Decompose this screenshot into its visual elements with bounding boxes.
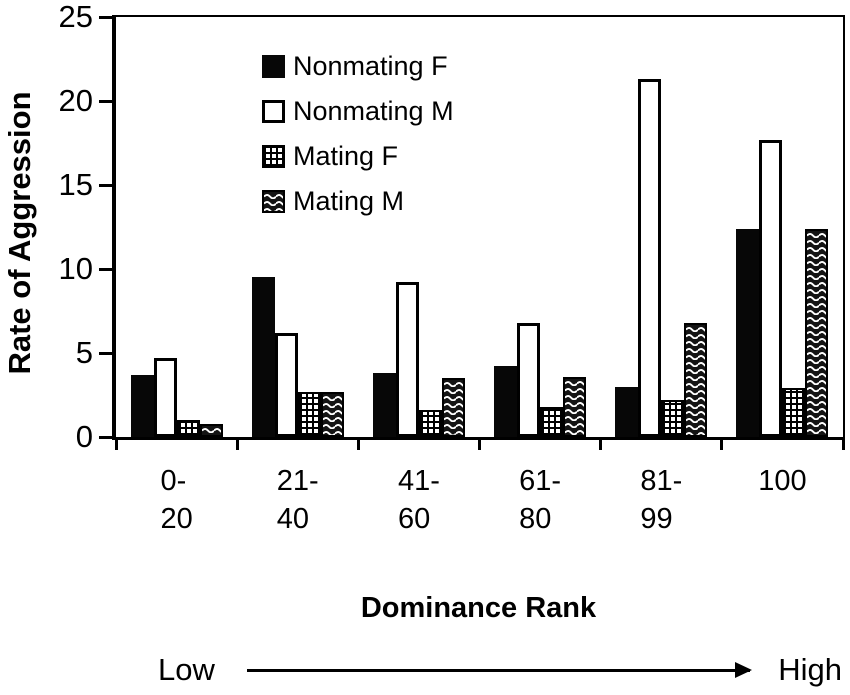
x-category-lines: 41- 60 <box>398 462 440 538</box>
legend-label: Mating F <box>293 141 399 171</box>
x-category-lines: 61- 80 <box>519 462 561 538</box>
x-tick-mark <box>235 440 239 450</box>
x-category-line: 100 <box>758 465 807 497</box>
bar-mating-m-1 <box>320 391 344 437</box>
bar-nonmating-f-4 <box>615 386 639 437</box>
x-category-label: 61- 80 <box>480 462 601 538</box>
high-label: High <box>778 652 842 687</box>
bar-nonmating-m-1 <box>274 332 298 437</box>
x-category-lines: 21- 40 <box>277 462 319 538</box>
x-axis-category-labels: 0- 20 21- 40 41- 60 61- 80 81- 99 100 <box>116 462 843 538</box>
bar-nonmating-m-5 <box>759 139 783 437</box>
bar-nonmating-f-0 <box>130 374 154 437</box>
y-tick-label: 10 <box>58 251 93 286</box>
legend-label: Nonmating M <box>293 96 454 126</box>
bar-mating-f-5 <box>782 388 806 437</box>
open-swatch-icon <box>262 100 285 123</box>
y-tick-label: 0 <box>75 419 93 454</box>
x-category-line: 0- <box>160 465 187 497</box>
x-tick-mark <box>841 440 845 450</box>
rank-direction-footer: Low High <box>158 648 842 692</box>
legend-label: Mating M <box>293 186 405 216</box>
x-tick-mark <box>114 440 118 450</box>
x-category-label: 0- 20 <box>116 462 237 538</box>
bar-nonmating-f-1 <box>251 277 275 437</box>
x-category-label: 81- 99 <box>601 462 722 538</box>
x-category-label: 100 <box>722 462 843 538</box>
x-category-line: 41- <box>397 465 440 497</box>
bar-nonmating-f-3 <box>494 366 518 437</box>
legend-item-mating-f: Mating F <box>262 134 454 179</box>
y-tick-mark <box>99 99 112 103</box>
bar-nonmating-m-4 <box>638 79 662 437</box>
x-category-line: 99 <box>640 503 673 535</box>
x-category-label: 41- 60 <box>358 462 479 538</box>
bar-group-100 <box>722 17 843 437</box>
x-category-line: 80 <box>519 503 552 535</box>
x-category-lines: 100 <box>758 462 806 500</box>
bar-group-61-80 <box>480 17 601 437</box>
y-tick-mark <box>99 267 112 271</box>
bar-mating-f-2 <box>418 410 442 437</box>
x-category-line: 81- <box>640 465 683 497</box>
grid-swatch-icon <box>262 145 285 168</box>
y-tick-mark <box>99 15 112 19</box>
bars-layer <box>116 17 843 437</box>
x-axis-title: Dominance Rank <box>360 592 597 624</box>
x-tick-mark <box>356 440 360 450</box>
legend: Nonmating F Nonmating M Mating F Mating M <box>262 44 454 224</box>
x-category-line: 60 <box>397 503 431 535</box>
legend-item-nonmating-m: Nonmating M <box>262 89 454 134</box>
y-tick-mark <box>99 435 112 439</box>
x-category-line: 61- <box>519 465 562 497</box>
y-tick-label: 25 <box>58 0 93 34</box>
bar-group-41-60 <box>358 17 479 437</box>
x-category-label: 21- 40 <box>237 462 358 538</box>
bar-mating-f-4 <box>661 400 685 437</box>
bar-group-21-40 <box>237 17 358 437</box>
bar-nonmating-f-2 <box>372 373 396 437</box>
bar-group-0-20 <box>116 17 237 437</box>
bar-nonmating-m-0 <box>153 358 177 437</box>
bar-mating-m-3 <box>563 376 587 437</box>
x-category-line: 20 <box>160 503 193 535</box>
bar-group-81-99 <box>601 17 722 437</box>
bar-nonmating-f-5 <box>736 228 760 437</box>
y-tick-mark <box>99 351 112 355</box>
y-tick-label: 15 <box>58 167 93 202</box>
plot-area: Nonmating F Nonmating M Mating F Mating M <box>112 15 845 440</box>
x-category-lines: 0- 20 <box>160 462 192 538</box>
x-category-line: 21- <box>276 465 319 497</box>
y-tick-label: 5 <box>75 335 93 370</box>
x-tick-mark <box>720 440 724 450</box>
y-tick-mark <box>99 183 112 187</box>
bar-mating-f-3 <box>540 406 564 437</box>
bar-mating-m-2 <box>441 378 465 437</box>
solid-swatch-icon <box>262 55 285 78</box>
wave-swatch-icon <box>262 190 285 213</box>
bar-mating-f-0 <box>176 420 200 437</box>
y-tick-label: 20 <box>58 83 93 118</box>
bar-mating-m-4 <box>684 322 708 437</box>
legend-item-mating-m: Mating M <box>262 179 454 224</box>
bar-nonmating-m-3 <box>517 322 541 437</box>
bar-nonmating-m-2 <box>395 282 419 437</box>
x-tick-mark <box>478 440 481 450</box>
x-tick-mark <box>599 440 603 450</box>
bar-mating-f-1 <box>297 391 321 437</box>
x-category-lines: 81- 99 <box>640 462 682 538</box>
legend-label: Nonmating F <box>293 51 448 81</box>
low-label: Low <box>158 652 215 687</box>
x-category-line: 40 <box>276 503 310 535</box>
right-arrow-icon <box>246 668 751 672</box>
bar-mating-m-0 <box>199 423 223 437</box>
legend-item-nonmating-f: Nonmating F <box>262 44 454 89</box>
y-axis-title: Rate of Aggression <box>2 91 37 375</box>
bar-mating-m-5 <box>805 228 829 437</box>
